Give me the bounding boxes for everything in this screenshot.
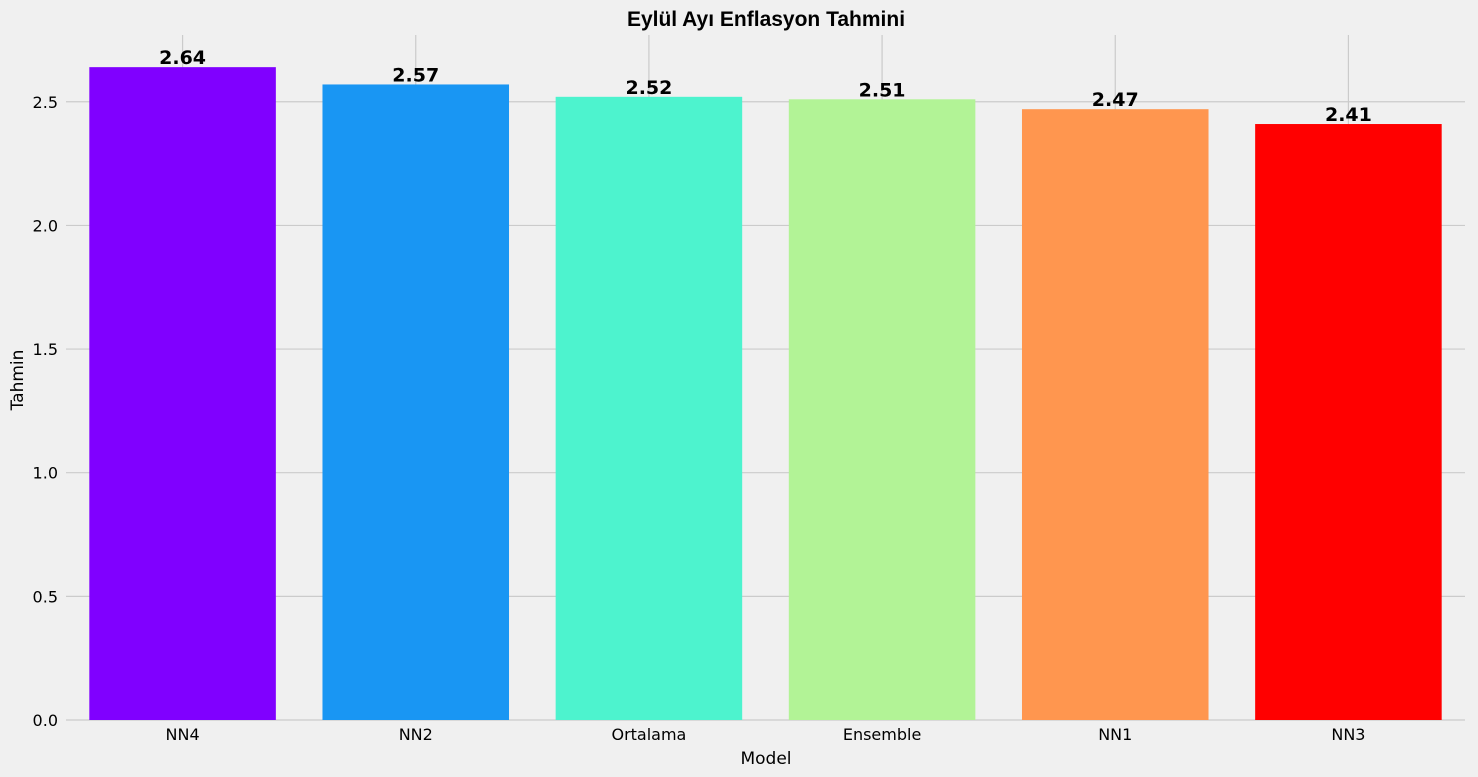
data-label: 2.64 — [159, 47, 206, 69]
y-tick-label: 0.5 — [33, 587, 58, 606]
x-tick-label: Ensemble — [843, 725, 921, 744]
data-label: 2.51 — [859, 79, 906, 101]
chart-title: Eylül Ayı Enflasyon Tahmini — [627, 8, 905, 31]
x-tick-label: NN1 — [1098, 725, 1132, 744]
data-label: 2.52 — [625, 77, 672, 99]
y-tick-label: 2.0 — [33, 216, 58, 235]
data-label: 2.41 — [1325, 104, 1372, 126]
x-tick-label: NN4 — [166, 725, 200, 744]
bar-ortalama — [555, 96, 743, 720]
tick-layer: 0.0 0.5 1.0 1.5 2.0 2.5 NN4 NN2 Ortalama Ensemble… — [33, 93, 1366, 744]
y-axis-label: Tahmin — [8, 350, 28, 412]
y-tick-label: 0.0 — [33, 711, 58, 730]
y-tick-label: 1.5 — [33, 340, 58, 359]
data-label: 2.57 — [392, 64, 439, 86]
x-tick-label: NN3 — [1331, 725, 1365, 744]
bar-layer — [89, 67, 1442, 721]
bar-nn1 — [1021, 109, 1209, 720]
label-layer: 2.64 2.57 2.52 2.51 2.47 2.41 — [159, 47, 1372, 126]
bar-nn4 — [89, 67, 276, 721]
bar-nn2 — [322, 84, 510, 720]
bar-nn3 — [1255, 124, 1442, 720]
bar-ensemble — [788, 99, 976, 721]
x-axis-label: Model — [740, 749, 791, 769]
x-tick-label: Ortalama — [611, 725, 686, 744]
x-tick-label: NN2 — [399, 725, 433, 744]
y-tick-label: 2.5 — [33, 93, 58, 112]
y-tick-label: 1.0 — [33, 464, 58, 483]
data-label: 2.47 — [1092, 89, 1139, 111]
